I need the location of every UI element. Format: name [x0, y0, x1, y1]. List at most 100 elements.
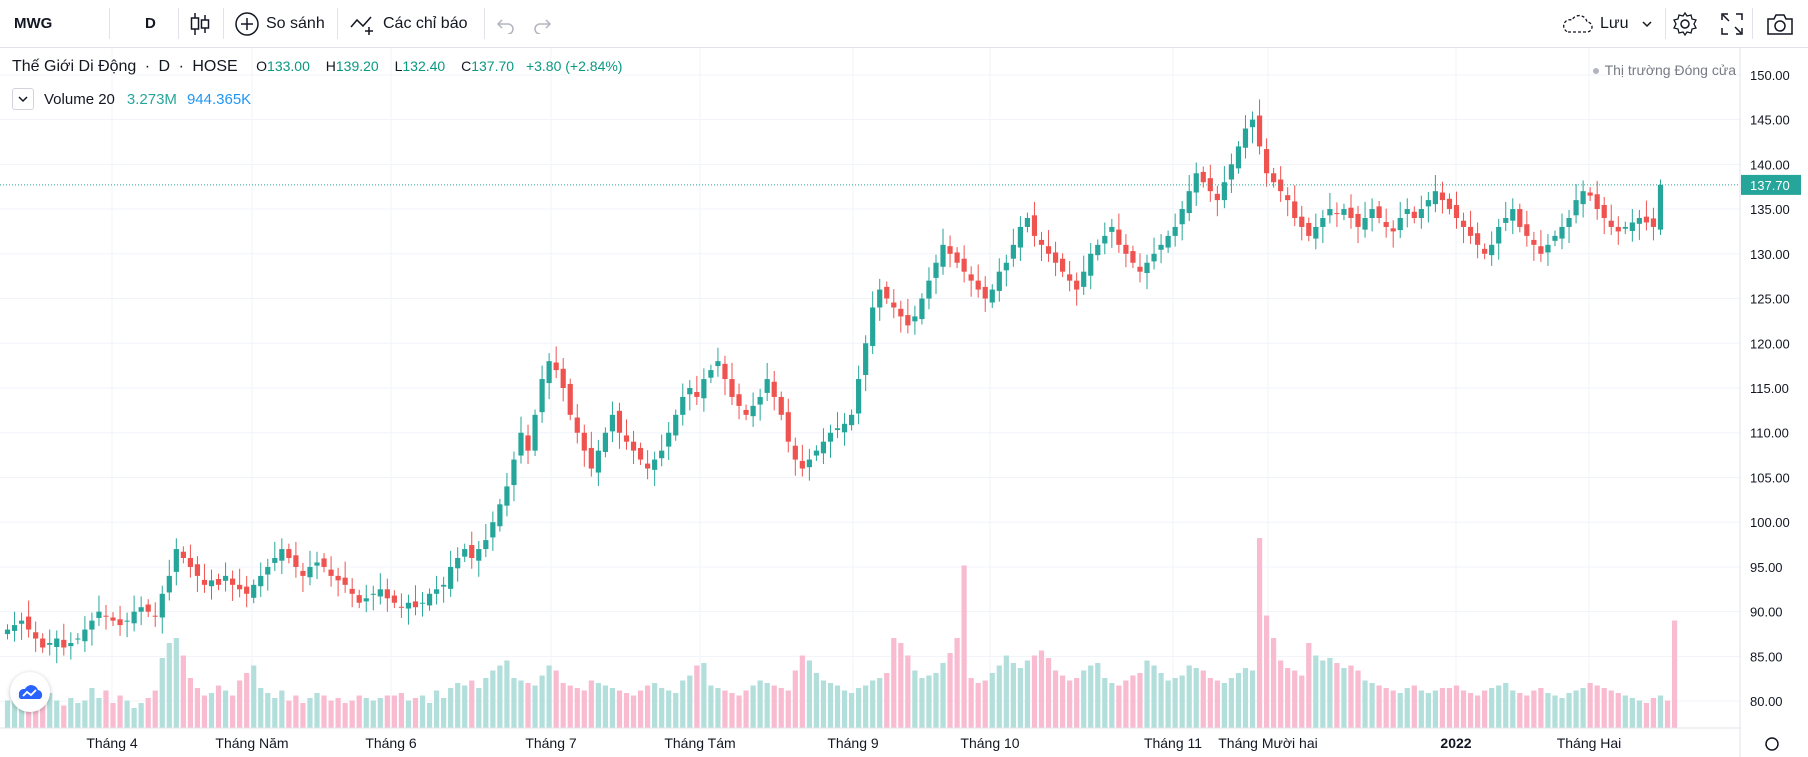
volume-bar: [567, 685, 573, 728]
volume-bar: [1109, 683, 1115, 728]
price-tick-label: 95.00: [1750, 560, 1783, 575]
candle-body: [1249, 119, 1256, 128]
volume-bar: [307, 698, 313, 728]
volume-bar: [1573, 690, 1579, 728]
volume-bar: [891, 638, 897, 728]
candle-body: [82, 629, 88, 642]
candle-body: [11, 625, 18, 631]
symbol-label: MWG: [14, 15, 53, 32]
price-chart[interactable]: 80.00 85.00 90.00 95.00 100.00 105.00 110.00 11…: [0, 48, 1808, 757]
volume-bar: [1200, 670, 1206, 728]
collapse-legend-button[interactable]: [12, 88, 34, 110]
volume-bar: [1214, 680, 1220, 728]
volume-bar: [455, 683, 461, 728]
candle-body: [476, 549, 482, 561]
candle-body: [1137, 266, 1143, 272]
undo-icon: [496, 18, 514, 34]
symbol-search[interactable]: MWG: [14, 0, 52, 47]
market-status-label: Thị trường Đóng cửa: [1604, 62, 1736, 78]
candle-body: [1292, 201, 1298, 218]
volume-bar: [1074, 678, 1080, 728]
interval-button[interactable]: D: [145, 0, 156, 47]
volume-bar: [1496, 685, 1502, 728]
volume-bar: [272, 698, 278, 728]
volume-legend: Volume 20 3.273M 944.365K: [12, 88, 251, 110]
volume-bar: [1095, 663, 1101, 728]
screenshot-button[interactable]: [1766, 0, 1794, 47]
chart-area[interactable]: 80.00 85.00 90.00 95.00 100.00 105.00 110.00 11…: [0, 48, 1808, 757]
candle-body: [469, 545, 475, 558]
volume-bar: [1376, 685, 1382, 728]
volume-bar: [1517, 693, 1523, 728]
volume-bar: [736, 695, 742, 728]
volume-bar: [1425, 693, 1431, 728]
volume-bar: [701, 663, 707, 728]
volume-bar: [856, 688, 862, 728]
candle-body: [1081, 271, 1087, 287]
candle-body: [1010, 244, 1016, 259]
axis-gear-icon[interactable]: [1765, 737, 1779, 751]
candle-body: [462, 549, 468, 557]
candle-body: [820, 441, 827, 454]
save-button[interactable]: Lưu: [1560, 0, 1653, 47]
candle-body: [61, 639, 67, 648]
indicators-label: Các chỉ báo: [383, 14, 468, 32]
volume-bar: [884, 673, 890, 728]
volume-bar: [1383, 688, 1389, 728]
candle-body: [117, 619, 123, 626]
indicators-button[interactable]: Các chỉ báo: [349, 0, 468, 47]
volume-bar: [785, 690, 791, 728]
candle-body: [574, 417, 580, 433]
volume-bar: [54, 700, 60, 728]
redo-button[interactable]: [532, 0, 552, 47]
volume-bar: [687, 675, 693, 728]
volume-bar: [926, 675, 932, 728]
tradingview-logo[interactable]: [10, 672, 50, 712]
candle-body: [1299, 216, 1305, 227]
volume-bar: [1439, 688, 1446, 728]
volume-bar: [1278, 660, 1284, 728]
volume-bar: [799, 655, 805, 728]
volume-bar: [1362, 680, 1368, 728]
volume-bar: [4, 700, 11, 728]
volume-bar: [110, 703, 116, 728]
volume-bar: [377, 698, 383, 728]
volume-bar: [1306, 643, 1312, 728]
volume-bar: [1397, 693, 1403, 728]
candle-body: [743, 409, 749, 415]
settings-button[interactable]: [1672, 0, 1698, 47]
undo-button[interactable]: [496, 0, 516, 47]
low-label: L: [394, 58, 403, 74]
volume-bar: [560, 683, 566, 728]
volume-bar: [138, 703, 144, 728]
candle-body: [785, 412, 791, 442]
volume-bar: [490, 670, 496, 728]
volume-bar: [666, 690, 672, 728]
candle-body: [405, 602, 412, 609]
volume-bar: [1235, 673, 1242, 728]
volume-bar: [300, 703, 306, 728]
volume-bar: [1411, 685, 1417, 728]
volume-bar: [1552, 695, 1558, 728]
volume-bar: [680, 680, 686, 728]
candle-body: [18, 620, 25, 624]
candle-body: [799, 460, 805, 469]
candle-body: [1552, 235, 1558, 241]
volume-bar: [1453, 685, 1460, 728]
chart-type-button[interactable]: [188, 0, 212, 47]
price-tick-label: 140.00: [1750, 157, 1790, 172]
candle-body: [1207, 178, 1213, 192]
fullscreen-button[interactable]: [1720, 0, 1744, 47]
candle-body: [1369, 209, 1375, 218]
volume-bar: [1256, 538, 1263, 728]
volume-bar: [652, 683, 658, 728]
candle-body: [1242, 128, 1249, 148]
candle-body: [891, 302, 897, 308]
compare-button[interactable]: So sánh: [234, 0, 325, 47]
volume-bar: [1566, 693, 1572, 728]
price-tick-label: 130.00: [1750, 247, 1790, 262]
candle-body: [166, 575, 172, 593]
volume-bar: [623, 693, 630, 728]
volume-bar: [778, 688, 784, 728]
candle-body: [433, 589, 440, 594]
